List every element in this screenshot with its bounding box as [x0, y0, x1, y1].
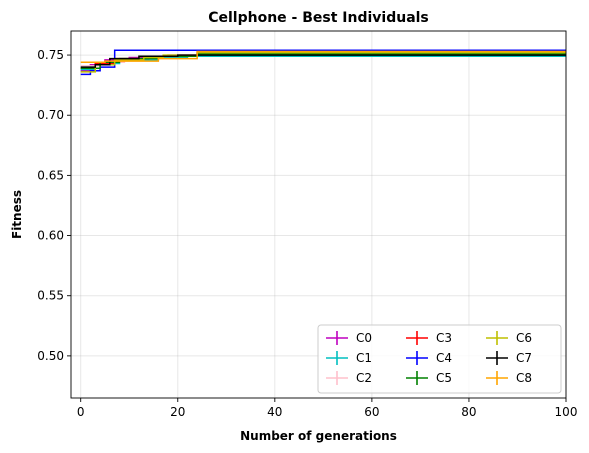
legend-item-c3: C3 — [406, 331, 452, 345]
x-tick-label: 40 — [267, 405, 282, 419]
legend-label: C8 — [516, 371, 532, 385]
legend-box — [317, 324, 562, 394]
legend-item-c4: C4 — [406, 351, 452, 365]
series-line-c7 — [80, 54, 566, 68]
legend-item-c6: C6 — [486, 331, 532, 345]
y-tick-label: 0.70 — [37, 108, 64, 122]
x-axis-label: Number of generations — [240, 429, 397, 443]
legend-label: C7 — [516, 351, 532, 365]
series-lines — [80, 49, 566, 76]
y-tick-label: 0.50 — [37, 349, 64, 363]
y-tick-label: 0.55 — [37, 289, 64, 303]
legend-item-c5: C5 — [406, 371, 452, 385]
y-tick-label: 0.60 — [37, 229, 64, 243]
legend-label: C3 — [436, 331, 452, 345]
legend-item-c1: C1 — [326, 351, 372, 365]
y-axis-label: Fitness — [10, 190, 24, 239]
legend-label: C5 — [436, 371, 452, 385]
legend-item-c7: C7 — [486, 351, 532, 365]
series-line-c8 — [80, 50, 566, 64]
legend: C0 C1 C2 C3 C4 C5 C6 C7 C8 — [317, 324, 562, 394]
legend-label: C4 — [436, 351, 452, 365]
legend-label: C2 — [356, 371, 372, 385]
x-tick-label: 100 — [555, 405, 578, 419]
y-tick-label: 0.75 — [37, 48, 64, 62]
legend-label: C6 — [516, 331, 532, 345]
legend-item-c0: C0 — [326, 331, 372, 345]
x-axis: 0 20 40 60 80 100 — [77, 398, 578, 419]
y-axis: 0.50 0.55 0.60 0.65 0.70 0.75 — [37, 48, 71, 363]
chart-title: Cellphone - Best Individuals — [208, 10, 429, 26]
x-tick-label: 60 — [364, 405, 379, 419]
x-tick-label: 0 — [77, 405, 85, 419]
y-tick-label: 0.65 — [37, 168, 64, 182]
legend-item-c2: C2 — [326, 371, 372, 385]
plot-frame — [70, 30, 567, 399]
legend-label: C1 — [356, 351, 372, 365]
x-tick-label: 80 — [461, 405, 476, 419]
legend-item-c8: C8 — [486, 371, 532, 385]
legend-label: C0 — [356, 331, 372, 345]
x-tick-label: 20 — [170, 405, 185, 419]
